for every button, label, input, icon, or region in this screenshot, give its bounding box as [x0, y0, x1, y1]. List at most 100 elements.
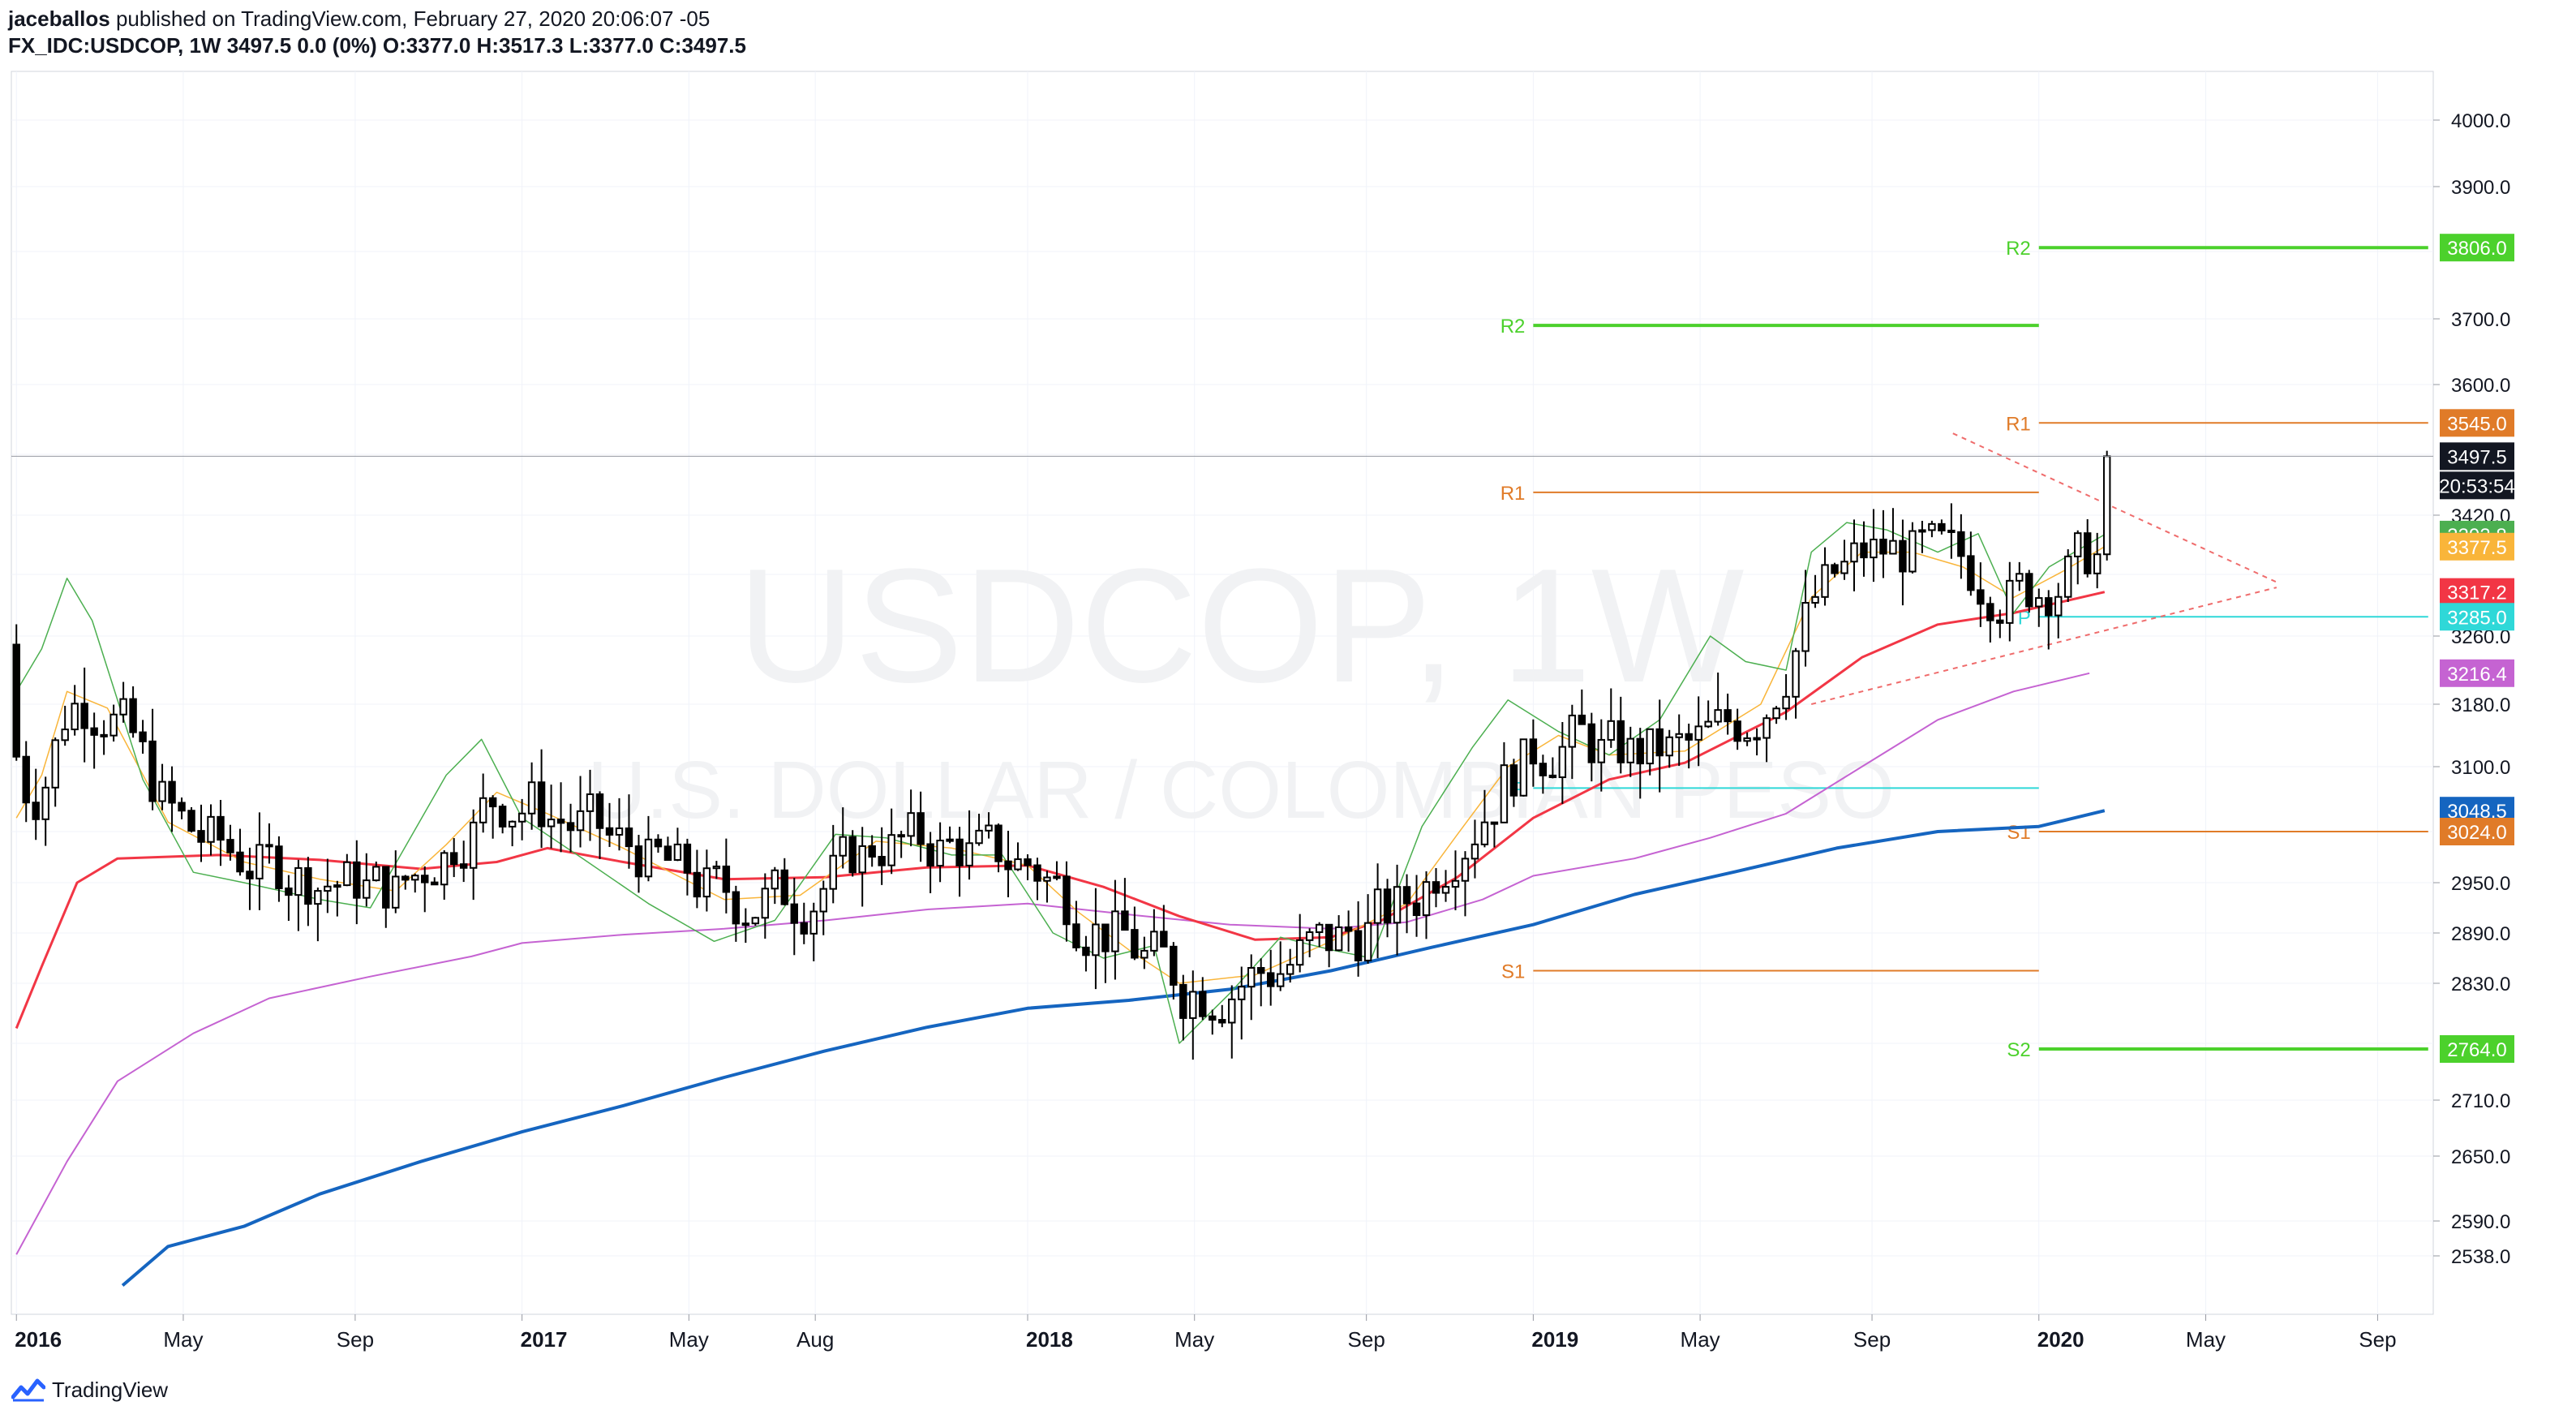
candle-body	[634, 845, 643, 878]
candle-body	[1519, 738, 1528, 797]
x-tick-label: May	[1681, 1327, 1720, 1352]
candle-body	[1870, 538, 1878, 559]
price-axis[interactable]: 2538.0 2590.0 2650.0 2710.0 2830.0 2890.0 2950…	[2433, 110, 2510, 1268]
candle-body	[129, 698, 137, 733]
price-labels: 3806.03545.03497.53393.83377.53317.23285…	[2439, 234, 2515, 1063]
candle-body	[22, 755, 30, 804]
candle-body	[324, 885, 332, 892]
time-axis[interactable]: 2016 May Sep 2017 May Aug 2018 May Sep 2019 May Sep…	[15, 1314, 2397, 1352]
watermark-description: U.S. DOLLAR / COLOMBIAN PESO	[587, 745, 1895, 836]
candle-body	[488, 797, 497, 808]
symbol-name[interactable]: FX_IDC:USDCOP, 1W	[8, 33, 221, 58]
watermark-symbol: USDCOP, 1W	[737, 535, 1744, 716]
candle-body	[1558, 746, 1567, 779]
candle-body	[1276, 973, 1285, 987]
y-tick-label: 3600.0	[2451, 375, 2510, 397]
candle-body	[975, 829, 983, 845]
candle-body	[139, 731, 147, 742]
candle-body	[615, 827, 624, 836]
tradingview-brand[interactable]: TradingView	[52, 1377, 169, 1402]
candle-body	[197, 830, 205, 843]
grid	[11, 71, 2433, 1314]
candle-body	[449, 852, 458, 866]
candle-body	[1373, 888, 1382, 924]
watermark: USDCOP, 1W U.S. DOLLAR / COLOMBIAN PESO	[587, 535, 1895, 836]
candle-body	[100, 733, 108, 737]
candle-body	[168, 780, 176, 804]
pivot-label: S1	[2007, 822, 2030, 844]
candle-body	[1470, 843, 1479, 860]
candle-body	[1170, 945, 1178, 986]
candle-body	[294, 866, 303, 896]
y-tick-label: 2950.0	[2451, 873, 2510, 895]
candle-body	[479, 797, 487, 823]
candle-body	[1354, 930, 1363, 961]
y-tick-label: 2710.0	[2451, 1090, 2510, 1112]
trendlines[interactable]	[1810, 432, 2278, 705]
candle-body	[1947, 529, 1956, 533]
candle-body	[1101, 923, 1110, 952]
candle-body	[1753, 737, 1761, 741]
candle-body	[1033, 864, 1041, 882]
candle-body	[119, 698, 127, 716]
tradingview-logo-icon[interactable]	[11, 1376, 45, 1404]
x-tick-label: Sep	[337, 1327, 374, 1352]
y-tick-label: 2590.0	[2451, 1211, 2510, 1233]
candle-body	[275, 845, 283, 889]
candle-body	[1889, 540, 1897, 555]
candle-body	[1324, 923, 1333, 952]
candle-body	[946, 838, 954, 842]
price-label-bg	[2440, 442, 2514, 471]
candle-body	[702, 867, 711, 898]
candle-body	[1938, 522, 1946, 531]
candle-body	[926, 843, 934, 867]
candle-body	[761, 888, 770, 919]
candle-body	[1792, 650, 1800, 698]
candle-body	[605, 827, 614, 836]
x-tick-label: Sep	[2359, 1327, 2396, 1352]
candle-body	[236, 851, 244, 873]
candle-body	[829, 854, 837, 890]
author-name[interactable]: jaceballos	[8, 6, 110, 31]
candle-body	[1199, 991, 1207, 1017]
trendline	[1810, 587, 2278, 705]
candle-body	[1743, 737, 1751, 742]
candle-body	[644, 838, 653, 878]
candle-body	[1247, 966, 1256, 988]
candle-body	[459, 863, 468, 869]
candle-body	[1500, 764, 1509, 823]
candle-body	[1256, 966, 1265, 974]
candle-body	[1733, 720, 1741, 742]
candle-body	[1189, 991, 1197, 1019]
y-tick-label: 3900.0	[2451, 177, 2510, 199]
candle-body	[1616, 720, 1625, 763]
chart-header: jaceballos published on TradingView.com,…	[8, 5, 746, 58]
candle-body	[51, 739, 59, 789]
candle-body	[1043, 876, 1051, 882]
candle-body	[625, 827, 633, 848]
footer: TradingView	[11, 1376, 168, 1404]
candle-body	[1315, 923, 1324, 934]
candle-body	[858, 845, 866, 874]
candle-body	[1140, 949, 1148, 959]
candle-body	[527, 781, 536, 815]
x-tick-label: 2020	[2037, 1327, 2084, 1352]
candle-body	[1967, 555, 1975, 591]
candle-body	[1908, 530, 1917, 573]
x-tick-label: Sep	[1853, 1327, 1891, 1352]
candle-body	[411, 875, 419, 881]
candle-body	[1772, 707, 1780, 720]
candle-body	[1831, 564, 1839, 574]
candle-body	[353, 861, 361, 899]
candle-body	[12, 643, 20, 758]
candle-body	[547, 819, 556, 828]
plot-area	[11, 71, 2434, 1315]
candle-body	[32, 802, 40, 820]
candle-body	[2006, 579, 2014, 624]
candle-body	[1344, 926, 1353, 932]
candle-body	[1587, 723, 1596, 763]
candle-body	[1821, 564, 1829, 598]
candle-body	[2093, 553, 2102, 574]
candle-body	[314, 890, 322, 905]
